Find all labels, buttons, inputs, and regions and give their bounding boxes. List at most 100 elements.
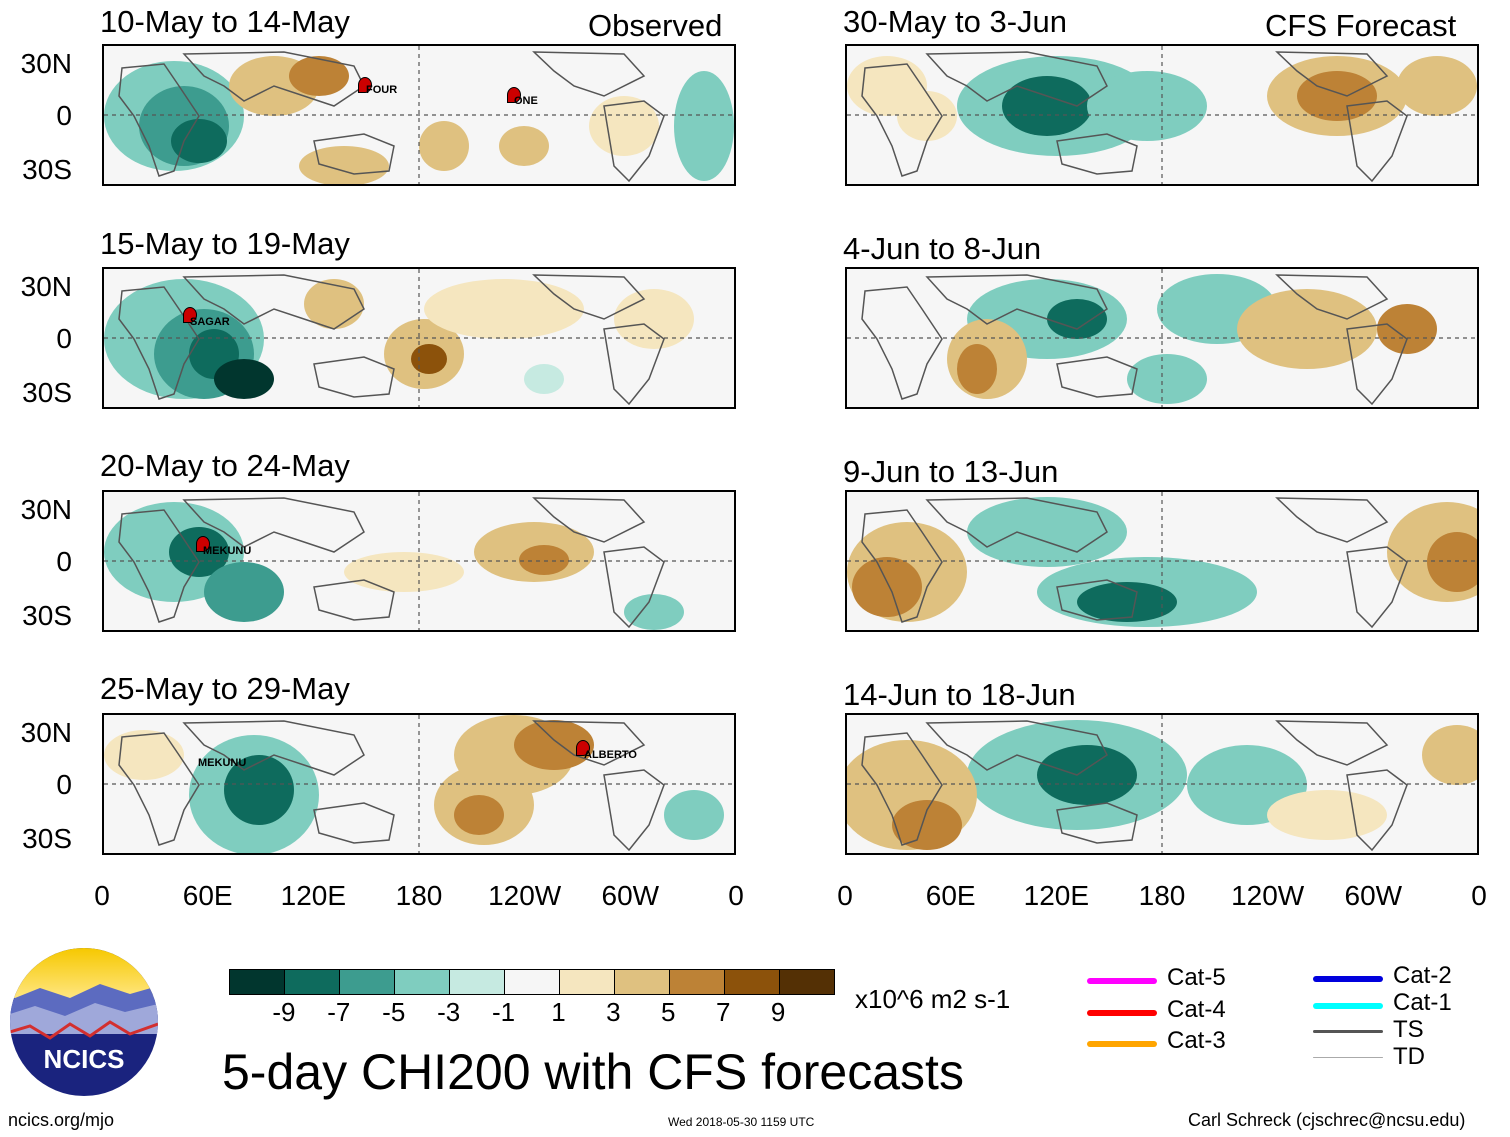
anomaly-region bbox=[1377, 304, 1437, 354]
colorbar-swatch bbox=[230, 970, 284, 994]
lat-label: 0 bbox=[56, 100, 72, 131]
observed-map-1 bbox=[102, 44, 736, 186]
forecast-panel-3-title: 9-Jun to 13-Jun bbox=[843, 454, 1059, 489]
colorbar-units: x10^6 m2 s-1 bbox=[855, 984, 1011, 1014]
legend-label: Cat-4 bbox=[1167, 996, 1226, 1023]
anomaly-field bbox=[104, 46, 734, 184]
coastline bbox=[1346, 769, 1408, 852]
anomaly-region bbox=[289, 56, 349, 96]
colorbar-tick-label: -1 bbox=[491, 997, 516, 1027]
legend-line bbox=[1087, 1041, 1157, 1047]
anomaly-region bbox=[1427, 532, 1477, 592]
legend-label: Cat-3 bbox=[1167, 1027, 1226, 1054]
coastline bbox=[182, 720, 365, 776]
coastline bbox=[1275, 720, 1389, 766]
coastline bbox=[1346, 323, 1408, 406]
lat-label: 30N bbox=[20, 271, 72, 302]
lon-label: 120E bbox=[280, 880, 347, 911]
footer-url: ncics.org/mjo bbox=[8, 1110, 115, 1130]
coastline bbox=[925, 720, 1108, 776]
anomaly-region bbox=[1267, 790, 1387, 840]
anomaly-region bbox=[499, 126, 549, 166]
lat-label: 30S bbox=[22, 154, 72, 185]
colorbar-swatch bbox=[339, 970, 394, 994]
legend-line bbox=[1087, 978, 1157, 984]
anomaly-region bbox=[614, 289, 694, 349]
colorbar-swatch bbox=[284, 970, 339, 994]
legend-line bbox=[1313, 976, 1383, 982]
coastline bbox=[1275, 274, 1389, 320]
anomaly-region bbox=[424, 279, 584, 339]
logo-text: NCICS bbox=[44, 1044, 125, 1074]
legend-label: Cat-1 bbox=[1393, 989, 1452, 1016]
anomaly-region bbox=[344, 552, 464, 592]
colorbar-tick-label: -7 bbox=[327, 997, 351, 1027]
coastline bbox=[1346, 100, 1408, 183]
lat-label: 30N bbox=[20, 494, 72, 525]
anomaly-region bbox=[852, 557, 922, 617]
coastline bbox=[861, 286, 943, 400]
coastline bbox=[603, 100, 665, 183]
anomaly-region bbox=[589, 96, 659, 156]
logo-graphic: NCICS bbox=[10, 948, 158, 1096]
anomaly-region bbox=[1127, 354, 1207, 404]
anomaly-region bbox=[1237, 289, 1377, 369]
colorbar-tick-label: -9 bbox=[272, 997, 296, 1027]
observed-panel-1-title: 10-May to 14-May bbox=[100, 4, 350, 39]
anomaly-region bbox=[1037, 745, 1137, 805]
legend-line bbox=[1313, 1030, 1383, 1033]
coastline bbox=[1275, 497, 1389, 543]
storm-marker-icon bbox=[507, 87, 521, 103]
colorbar-swatch bbox=[449, 970, 504, 994]
colorbar-swatch bbox=[724, 970, 779, 994]
forecast-panel-4-title: 14-Jun to 18-Jun bbox=[843, 677, 1076, 712]
observed-map-3 bbox=[102, 490, 736, 632]
lat-label: 30S bbox=[22, 377, 72, 408]
coastline bbox=[1056, 133, 1138, 175]
anomaly-region bbox=[411, 344, 447, 374]
legend-line bbox=[1313, 1057, 1383, 1058]
anomaly-region bbox=[1047, 299, 1107, 339]
anomaly-field bbox=[104, 269, 734, 407]
storm-label-mekunu: MEKUNU bbox=[203, 545, 252, 557]
observed-panel-2-title: 15-May to 19-May bbox=[100, 226, 350, 261]
lon-label: 0 bbox=[728, 880, 744, 911]
anomaly-region bbox=[524, 364, 564, 394]
lat-label: 0 bbox=[56, 769, 72, 800]
colorbar-swatch bbox=[669, 970, 724, 994]
legend-label: Cat-5 bbox=[1167, 964, 1226, 991]
observed-header: Observed bbox=[588, 8, 723, 43]
coastline bbox=[1056, 802, 1138, 844]
coastline bbox=[925, 51, 1108, 107]
coastline bbox=[603, 546, 665, 629]
coastline bbox=[1346, 546, 1408, 629]
anomaly-region bbox=[897, 91, 957, 141]
storm-marker-icon bbox=[576, 740, 590, 756]
lon-label: 60E bbox=[925, 880, 976, 911]
anomaly-region bbox=[299, 146, 389, 184]
storm-marker-icon bbox=[196, 536, 210, 552]
coastline bbox=[1275, 51, 1389, 97]
lat-label: 30N bbox=[20, 717, 72, 748]
coastline bbox=[1056, 356, 1138, 398]
coastline bbox=[861, 63, 943, 177]
lon-label: 0 bbox=[837, 880, 853, 911]
coastline bbox=[861, 732, 943, 846]
coastline bbox=[1056, 579, 1138, 621]
coastline bbox=[182, 497, 365, 553]
coastline bbox=[313, 133, 395, 175]
coastline bbox=[118, 286, 200, 400]
anomaly-field bbox=[104, 715, 734, 853]
colorbar-tick-label: -3 bbox=[437, 997, 461, 1027]
anomaly-region bbox=[1087, 71, 1207, 141]
anomaly-region bbox=[224, 755, 294, 825]
lon-label: 120W bbox=[488, 880, 562, 911]
legend-label: TS bbox=[1393, 1016, 1424, 1043]
anomaly-region bbox=[454, 795, 504, 835]
colorbar-swatch bbox=[559, 970, 614, 994]
anomaly-region bbox=[892, 800, 962, 850]
anomaly-region bbox=[214, 359, 274, 399]
storm-marker-icon bbox=[183, 307, 197, 323]
forecast-panel-1-title: 30-May to 3-Jun bbox=[843, 4, 1067, 39]
storm-label-mekunu-2: MEKUNU bbox=[198, 757, 247, 769]
